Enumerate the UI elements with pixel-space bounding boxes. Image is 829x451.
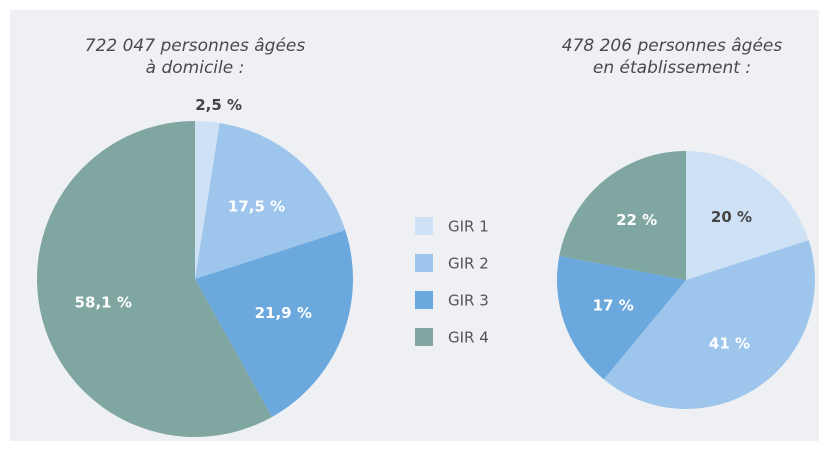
chart-title: en établissement :	[593, 58, 751, 78]
pie-slice	[686, 151, 809, 280]
legend-label: GIR 3	[448, 292, 489, 310]
chart-title: à domicile :	[146, 58, 245, 78]
pie-slice	[195, 122, 346, 279]
value-label: 22 %	[616, 211, 657, 229]
value-label: 41 %	[709, 335, 750, 353]
pie-slice	[603, 240, 816, 410]
chart-title: 478 206 personnes âgées	[562, 36, 783, 56]
legend-swatch	[415, 217, 433, 235]
value-label: 21,9 %	[255, 304, 312, 322]
pie-slice	[195, 230, 354, 417]
legend-label: GIR 1	[448, 218, 489, 236]
value-label: 20 %	[711, 208, 752, 226]
pie-slice	[557, 255, 686, 380]
value-label: 2,5 %	[195, 96, 242, 114]
legend-label: GIR 4	[448, 329, 489, 347]
chart-title: 722 047 personnes âgées	[85, 36, 306, 56]
value-label: 17 %	[593, 297, 634, 315]
pie-slice	[37, 121, 272, 438]
legend-swatch	[415, 291, 433, 309]
pie-slice	[559, 151, 686, 280]
legend-label: GIR 2	[448, 255, 489, 273]
legend-swatch	[415, 254, 433, 272]
pie-slice	[195, 121, 220, 279]
value-label: 17,5 %	[228, 197, 285, 215]
value-label: 58,1 %	[75, 293, 132, 311]
legend-swatch	[415, 328, 433, 346]
